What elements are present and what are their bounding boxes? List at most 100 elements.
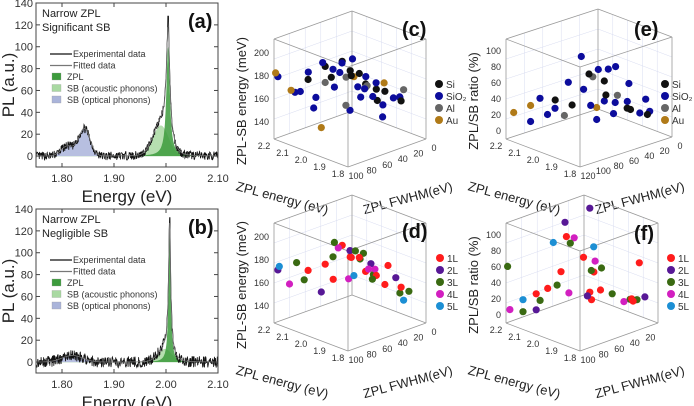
annotation: Narrow ZPL <box>42 8 101 20</box>
data-point <box>329 275 337 283</box>
data-point <box>351 247 359 255</box>
box-edge <box>273 10 353 40</box>
data-point <box>625 79 633 88</box>
y-tick-label: 40 <box>398 154 408 164</box>
legend-swatch <box>51 84 62 92</box>
data-point <box>293 259 301 267</box>
box-edge <box>273 322 349 352</box>
legend-label: Fitted data <box>73 267 116 277</box>
data-point <box>536 296 544 304</box>
z-tick-label: 0 <box>496 126 501 136</box>
x-tick-label: 2.2 <box>258 141 271 151</box>
scatter3d-panel-5: 1.81.92.02.12.210080604020020406080100ZP… <box>466 194 690 401</box>
legend-swatch <box>51 290 62 298</box>
grid-line <box>351 50 427 80</box>
data-point <box>287 86 295 94</box>
data-point <box>642 95 650 103</box>
box-edge <box>505 194 585 224</box>
grid-line <box>273 234 353 264</box>
box-edge <box>351 10 427 40</box>
data-point <box>347 253 355 261</box>
x-tick-label: 1.8 <box>332 169 345 179</box>
x-axis-label: Energy (eV) <box>82 393 173 406</box>
legend-label: 1L <box>447 254 459 265</box>
data-point <box>551 104 559 112</box>
y-tick-label: 20 <box>660 146 670 156</box>
legend-swatch <box>51 301 62 310</box>
data-point <box>602 91 610 99</box>
y-tick-label: 20 <box>413 333 423 343</box>
x-tick-label: 1.80 <box>51 173 72 185</box>
data-point <box>553 281 561 289</box>
z-tick-label: 80 <box>491 246 501 256</box>
y-tick-label: 20 <box>21 335 33 347</box>
panel-label: (f) <box>634 223 654 245</box>
x-tick-label: 2.00 <box>155 173 176 185</box>
data-point <box>334 244 342 252</box>
z-tick-label: 80 <box>491 62 501 72</box>
annotation: Narrow ZPL <box>42 214 101 226</box>
data-point <box>560 111 569 120</box>
x-tick-label: 1.80 <box>51 379 72 391</box>
legend-marker <box>435 80 443 88</box>
data-point <box>532 306 540 314</box>
legend-marker <box>667 266 675 274</box>
grid-line <box>351 234 427 264</box>
y-tick-label: 100 <box>580 355 595 365</box>
box-edge <box>579 36 673 68</box>
box-edge <box>505 294 585 324</box>
y-tick-label: 80 <box>21 270 33 282</box>
legend-label: Au <box>672 116 684 127</box>
data-point <box>285 280 294 288</box>
z-tick-label: 140 <box>254 301 269 311</box>
x-tick-label: 1.9 <box>313 346 326 356</box>
data-point <box>317 124 325 132</box>
y-tick-label: 40 <box>644 151 654 161</box>
legend-swatch <box>51 72 62 81</box>
data-point <box>342 101 350 109</box>
x-axis-label: ZPL energy (eV) <box>234 178 330 217</box>
legend-swatch <box>51 95 62 104</box>
data-point <box>544 284 552 292</box>
y-tick-label: 40 <box>21 107 33 119</box>
data-point <box>355 69 363 78</box>
y-tick-label: 60 <box>382 344 392 354</box>
y-tick-label: 40 <box>398 338 408 348</box>
y-tick-label: 0 <box>431 143 436 153</box>
legend-label: 5L <box>678 302 690 313</box>
data-point <box>346 106 354 114</box>
z-tick-label: 40 <box>491 94 501 104</box>
data-point <box>319 59 327 67</box>
grid-line <box>583 214 659 244</box>
data-point <box>636 109 644 117</box>
x-tick-label: 1.9 <box>313 162 326 172</box>
box-edge <box>273 38 349 68</box>
data-point <box>580 85 588 93</box>
data-point <box>381 280 389 289</box>
x-tick-label: 2.0 <box>527 155 540 165</box>
grid-line <box>273 254 353 284</box>
box-edge <box>579 136 673 168</box>
legend-label: Au <box>446 116 458 127</box>
box-edge <box>505 222 581 252</box>
y-tick-label: 100 <box>348 171 363 181</box>
y-tick-label: 40 <box>630 338 640 348</box>
data-point <box>570 234 578 242</box>
panel-label: (c) <box>402 19 426 41</box>
data-point <box>597 264 606 272</box>
data-point <box>397 283 405 291</box>
box-edge <box>273 110 353 140</box>
plot-frame <box>35 208 219 374</box>
data-point <box>338 59 346 67</box>
data-point <box>596 286 605 294</box>
data-point <box>629 297 637 305</box>
legend-marker <box>436 290 444 298</box>
panel-label: (e) <box>634 19 658 41</box>
grid-line <box>505 68 599 100</box>
data-point <box>296 87 304 96</box>
legend-label: SB (optical phonons) <box>67 301 151 311</box>
legend-label: 4L <box>678 290 690 301</box>
grid-line <box>505 234 585 264</box>
data-point <box>369 92 377 101</box>
z-axis-label: ZPL/SB ratio (%) <box>466 52 481 150</box>
